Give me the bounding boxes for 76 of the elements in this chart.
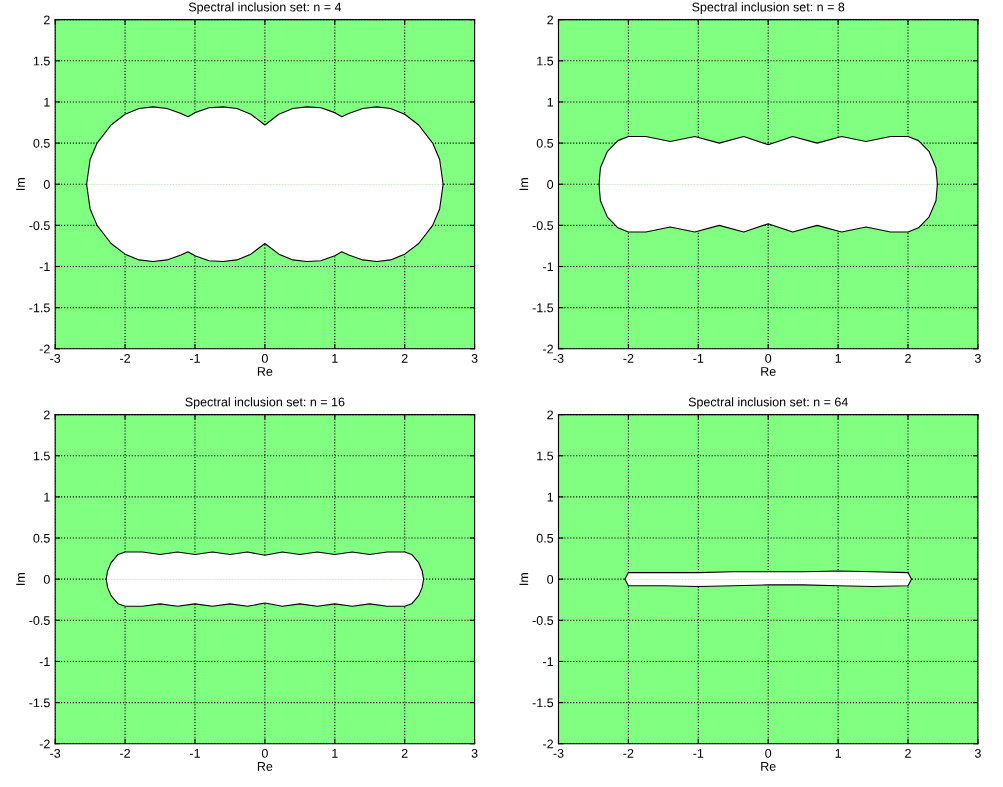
x-axis-title: Re (257, 367, 273, 376)
y-tick-label: -1.5 (532, 303, 554, 313)
x-tick-label: -1 (189, 354, 200, 363)
x-tick-label: -1 (693, 749, 704, 758)
x-tick-label: 2 (401, 353, 408, 363)
chart-title: Spectral inclusion set: n = 64 (688, 397, 848, 409)
y-tick-label: -2 (39, 739, 50, 749)
y-tick-label: -0.5 (29, 221, 50, 231)
y-tick-label: 0.5 (536, 533, 554, 543)
x-tick-label: -3 (50, 748, 61, 758)
y-tick-label: -2 (39, 344, 50, 354)
x-tick-label: 3 (974, 748, 981, 758)
chart-title: Spectral inclusion set: n = 4 (188, 2, 342, 14)
y-axis-title: Im (16, 573, 25, 585)
x-tick-label: 0 (765, 748, 772, 758)
x-axis-title: Re (761, 367, 776, 376)
y-tick-label: -0.5 (29, 616, 50, 625)
y-tick-label: 2 (547, 410, 553, 420)
y-tick-label: 1 (547, 97, 554, 107)
y-tick-label: 0.5 (536, 138, 554, 148)
y-tick-label: 1.5 (537, 56, 554, 66)
x-tick-label: 1 (332, 749, 338, 758)
x-tick-label: 2 (905, 353, 911, 363)
y-axis-title: Im (16, 178, 25, 191)
y-tick-label: -2 (543, 344, 553, 354)
x-tick-label: -3 (553, 353, 564, 363)
chart-title: Spectral inclusion set: n = 8 (692, 2, 845, 14)
y-axis-title: Im (519, 573, 529, 585)
y-tick-label: -1.5 (532, 698, 554, 708)
x-tick-label: 3 (471, 748, 478, 758)
y-tick-label: -1.5 (29, 698, 50, 708)
y-axis-title: Im (519, 178, 529, 191)
y-tick-label: 0 (43, 180, 50, 189)
y-tick-label: 0 (547, 180, 554, 189)
y-tick-label: -2 (543, 739, 553, 749)
y-tick-label: -1 (39, 262, 50, 272)
y-tick-label: 1.5 (33, 451, 50, 461)
x-tick-label: 3 (974, 353, 981, 363)
y-tick-label: -1.5 (29, 303, 50, 313)
x-tick-label: -3 (50, 353, 61, 363)
y-tick-label: 0.5 (33, 138, 50, 148)
x-tick-label: -3 (553, 748, 564, 758)
y-tick-label: 2 (43, 15, 50, 25)
x-tick-label: 0 (261, 748, 268, 758)
y-tick-label: 1.5 (537, 451, 554, 461)
y-tick-label: 1 (44, 492, 50, 502)
x-axis-title: Re (761, 762, 776, 771)
y-tick-label: -1 (543, 657, 554, 666)
chart-title: Spectral inclusion set: n = 16 (185, 397, 345, 409)
y-tick-label: 0 (547, 574, 554, 584)
y-tick-label: 1.5 (33, 56, 50, 66)
y-tick-label: -0.5 (532, 616, 554, 625)
x-tick-label: 1 (835, 354, 841, 363)
y-tick-label: 1 (547, 492, 554, 502)
x-tick-label: 2 (401, 748, 408, 758)
x-tick-label: 0 (765, 353, 772, 363)
x-axis-title: Re (257, 762, 273, 771)
x-tick-label: -1 (693, 354, 704, 363)
y-tick-label: 0.5 (33, 533, 50, 543)
y-tick-label: 0 (43, 574, 50, 584)
y-tick-label: -0.5 (532, 221, 554, 231)
y-tick-label: 2 (547, 15, 553, 25)
x-tick-label: 1 (835, 749, 841, 758)
x-tick-label: 2 (905, 748, 911, 758)
x-tick-label: -2 (623, 353, 634, 363)
x-tick-label: -2 (120, 353, 130, 363)
y-tick-label: -1 (39, 657, 50, 666)
y-tick-label: 2 (43, 410, 50, 420)
x-tick-label: -2 (120, 748, 130, 758)
x-tick-label: 3 (471, 353, 478, 363)
x-tick-label: 0 (261, 353, 268, 363)
y-tick-label: 1 (44, 97, 50, 107)
y-tick-label: -1 (543, 262, 554, 272)
x-tick-label: -2 (623, 748, 634, 758)
x-tick-label: 1 (332, 354, 338, 363)
x-tick-label: -1 (189, 749, 200, 758)
